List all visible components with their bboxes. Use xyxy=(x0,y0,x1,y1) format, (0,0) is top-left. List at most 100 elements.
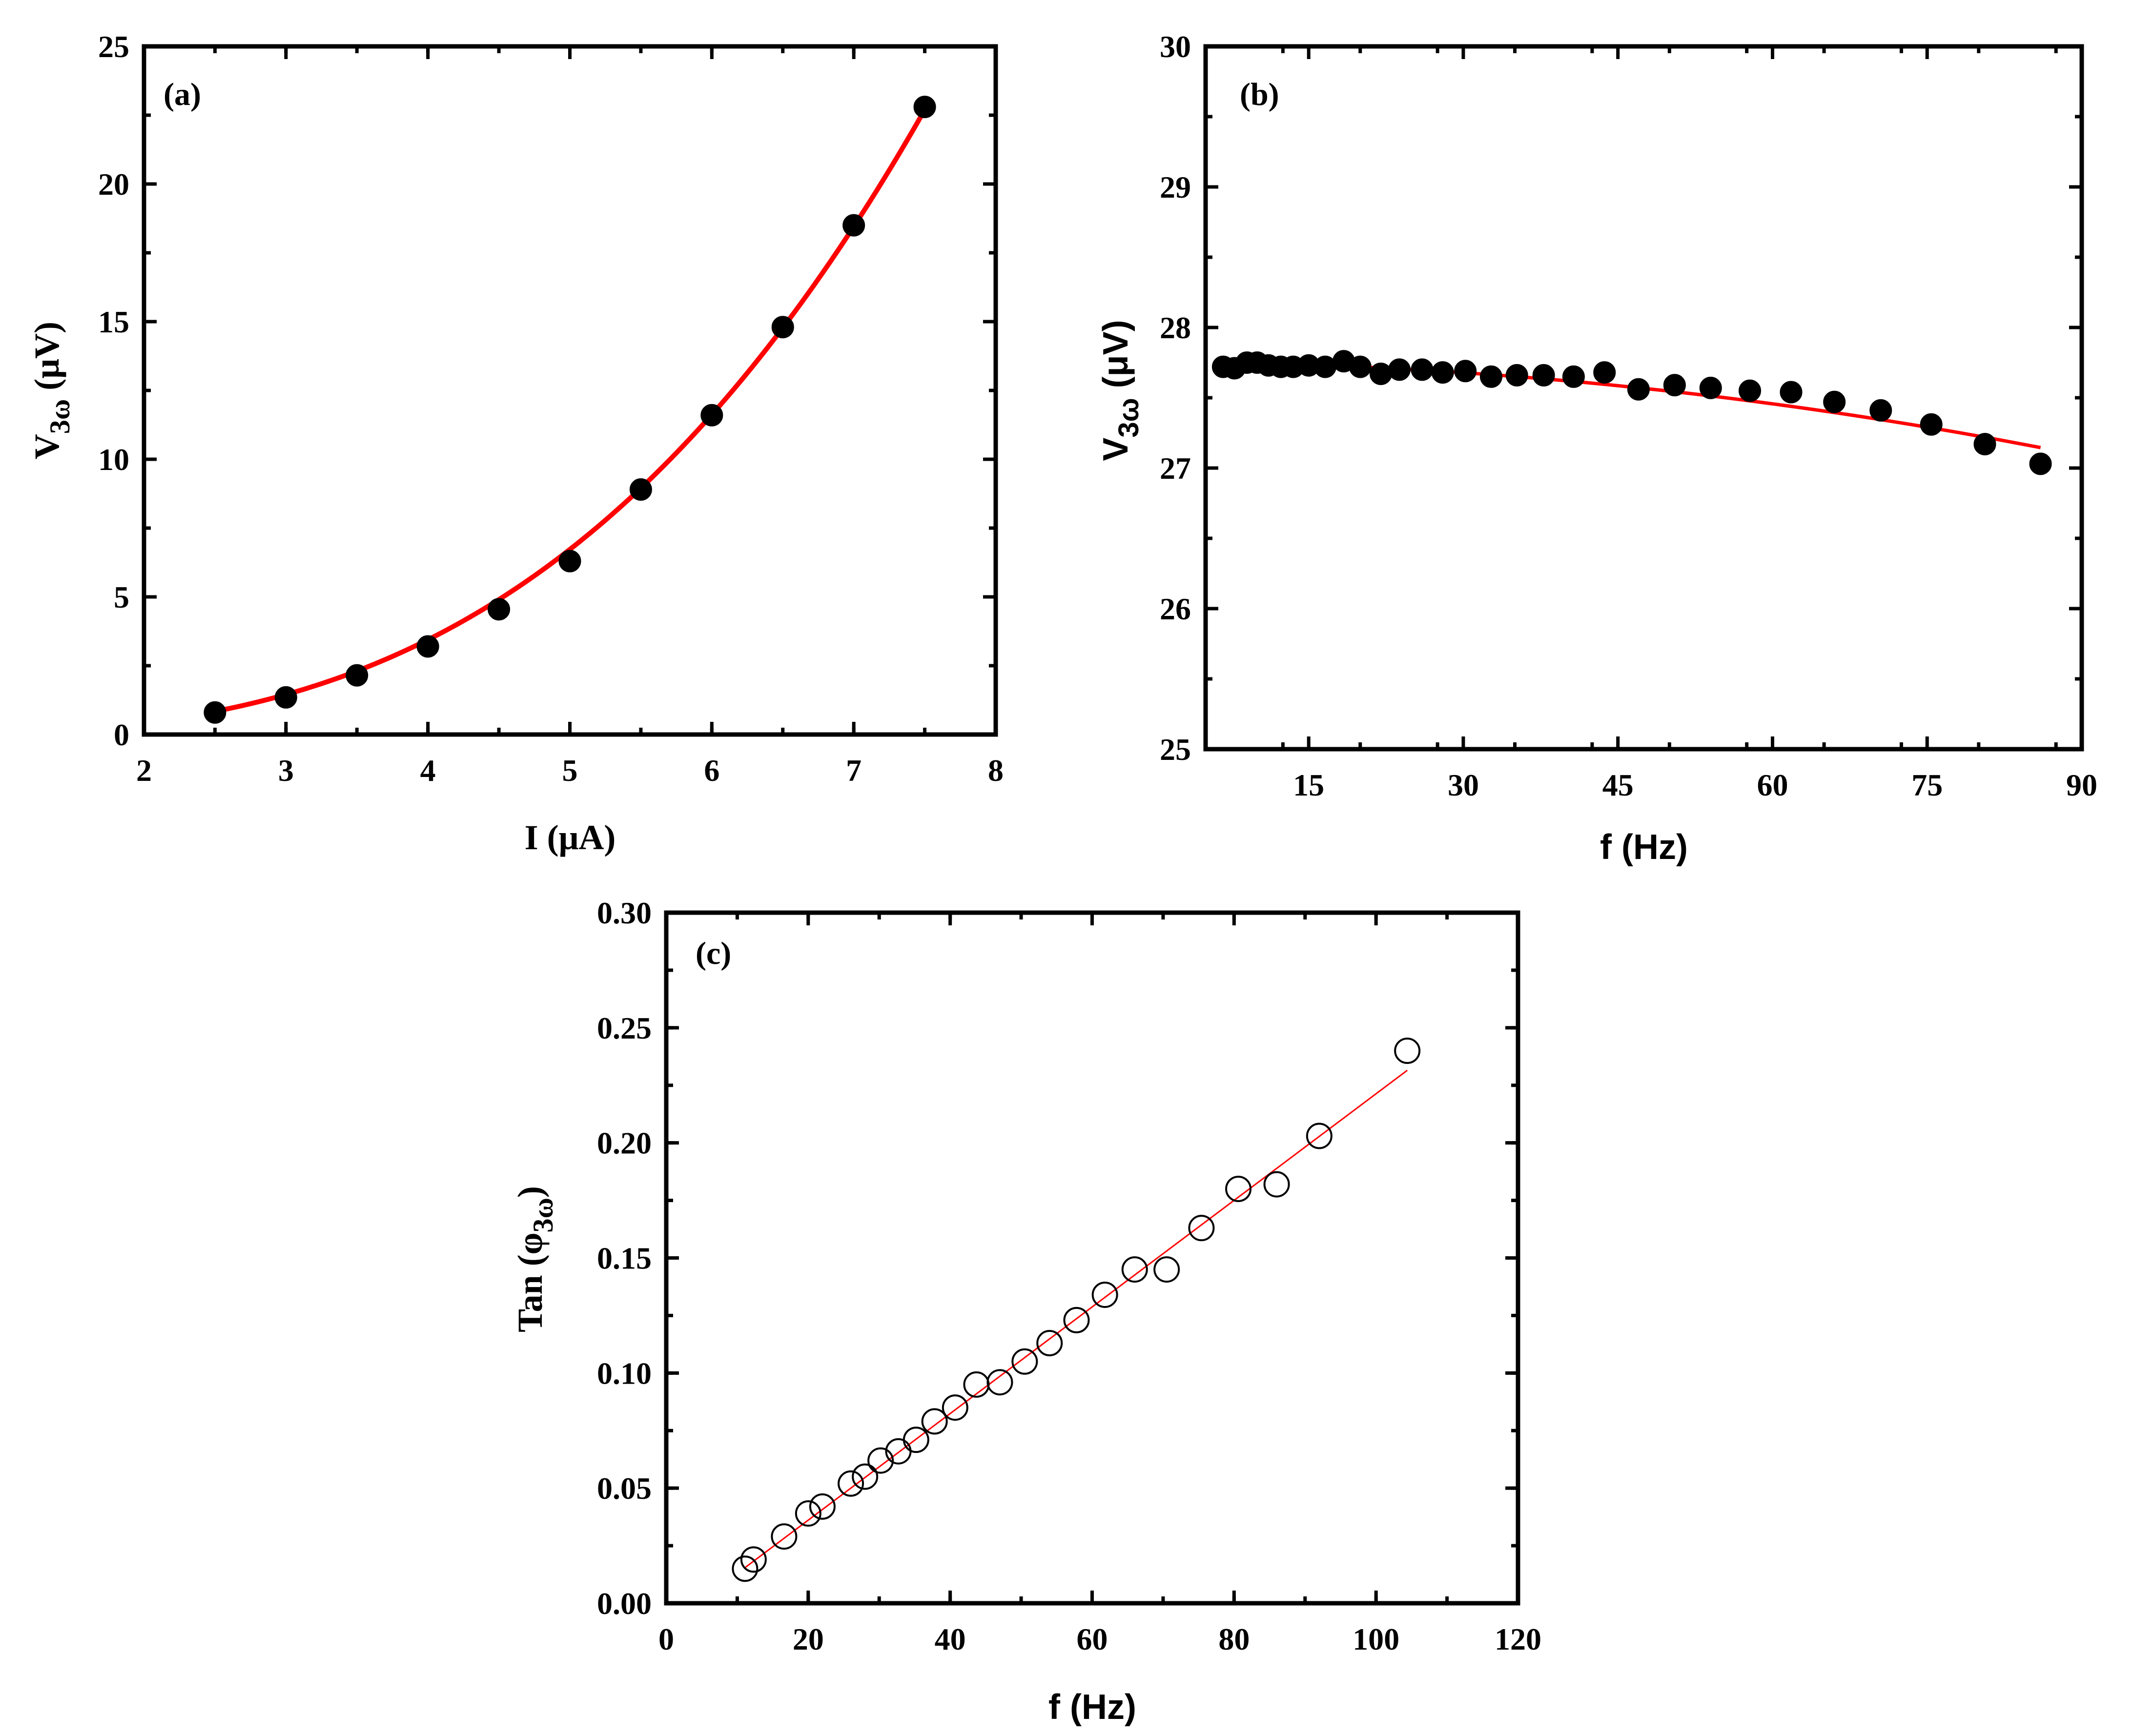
y-tick-label: 10 xyxy=(98,442,129,477)
data-point xyxy=(1739,379,1762,402)
data-point xyxy=(346,664,369,687)
x-tick-label: 15 xyxy=(1293,768,1324,802)
y-tick-label: 20 xyxy=(98,167,129,202)
data-point xyxy=(1593,361,1616,384)
y-tick-label: 0.00 xyxy=(597,1586,652,1621)
data-point xyxy=(1454,360,1477,383)
data-point xyxy=(1394,1038,1421,1064)
data-point xyxy=(809,1493,836,1520)
data-point xyxy=(1532,364,1555,387)
y-tick-label: 29 xyxy=(1160,170,1191,204)
data-point xyxy=(1562,365,1585,388)
data-point xyxy=(1627,378,1650,401)
data-point xyxy=(2029,452,2052,475)
data-point xyxy=(274,686,297,709)
y-tick-label: 0.05 xyxy=(597,1471,652,1506)
data-point xyxy=(1036,1330,1063,1357)
panel-label: (b) xyxy=(1240,77,1279,112)
data-point xyxy=(1188,1215,1215,1242)
data-point xyxy=(986,1369,1013,1396)
data-point xyxy=(1973,433,1996,456)
y-tick-label: 27 xyxy=(1160,451,1191,486)
x-tick-label: 2 xyxy=(136,753,152,788)
fit-line xyxy=(1223,361,2041,449)
data-point xyxy=(838,1470,864,1497)
data-point xyxy=(867,1447,894,1474)
data-point xyxy=(1411,358,1434,381)
y-tick-label: 0.30 xyxy=(597,896,652,930)
y-axis-title-subscript: 3ω xyxy=(1113,398,1145,437)
data-point xyxy=(795,1500,821,1527)
x-tick-label: 45 xyxy=(1602,768,1634,802)
data-point xyxy=(1063,1307,1090,1333)
data-point xyxy=(1388,358,1411,381)
x-tick-label: 7 xyxy=(846,753,861,788)
data-point xyxy=(1091,1281,1118,1308)
x-tick-label: 30 xyxy=(1448,768,1479,802)
x-tick-label: 3 xyxy=(278,753,294,788)
data-point xyxy=(913,96,936,119)
y-tick-label: 0.15 xyxy=(597,1241,652,1276)
data-point xyxy=(1153,1256,1180,1283)
y-axis-title: Tan (φ3ω) xyxy=(511,1186,559,1332)
y-axis-title-unit: (μV) xyxy=(1096,320,1135,398)
x-tick-label: 20 xyxy=(793,1622,824,1656)
data-point xyxy=(558,550,581,572)
y-tick-label: 30 xyxy=(1160,29,1191,64)
y-tick-label: 0.10 xyxy=(597,1356,652,1390)
panel-a: 2 3 4 5 6 7 8 0 5 10 15 20 25 (a) I (μA) V3ω (μV) xyxy=(27,29,1004,857)
data-point xyxy=(1920,413,1943,436)
data-point xyxy=(1225,1176,1252,1202)
x-axis-title: f (Hz) xyxy=(1600,828,1688,867)
y-axis-title: V3ω (μV) xyxy=(27,322,76,459)
y-tick-label: 0 xyxy=(114,717,129,752)
y-axis-title-subscript: 3ω xyxy=(527,1198,559,1232)
x-tick-label: 100 xyxy=(1353,1622,1399,1656)
data-point xyxy=(1349,355,1372,378)
x-axis-title: I (μA) xyxy=(525,818,616,857)
y-axis-title-base: V xyxy=(1096,438,1135,461)
plot-frame xyxy=(142,44,998,737)
data-point xyxy=(1780,381,1803,404)
data-point xyxy=(1823,390,1846,413)
fit-line xyxy=(214,108,927,714)
y-tick-label: 28 xyxy=(1160,310,1191,345)
y-axis-title-unit: ) xyxy=(511,1186,550,1198)
data-point xyxy=(204,701,226,724)
x-tick-label: 80 xyxy=(1218,1622,1250,1656)
data-point xyxy=(416,635,439,658)
x-tick-label: 60 xyxy=(1077,1622,1108,1656)
y-tick-label: 0.20 xyxy=(597,1126,652,1161)
y-axis-title-unit: (μV) xyxy=(27,322,66,399)
data-point xyxy=(700,404,723,427)
data-point xyxy=(852,1463,879,1490)
y-axis-title: V3ω (μV) xyxy=(1096,320,1145,461)
y-axis-title-base: Tan (φ xyxy=(511,1233,550,1332)
data-point xyxy=(842,214,865,237)
panel-b: 15 30 45 60 75 90 25 26 27 28 29 30 (b) f (Hz) V3ω (μV… xyxy=(1096,29,2097,867)
x-tick-label: 90 xyxy=(2066,768,2097,802)
panel-label: (a) xyxy=(164,77,201,112)
x-tick-label: 120 xyxy=(1495,1622,1541,1656)
y-tick-label: 0.25 xyxy=(597,1011,652,1045)
data-point xyxy=(1505,364,1528,387)
data-point xyxy=(1011,1348,1038,1375)
data-point xyxy=(1370,363,1392,386)
x-tick-label: 75 xyxy=(1911,768,1943,802)
x-axis-title: f (Hz) xyxy=(1048,1688,1136,1727)
y-tick-label: 5 xyxy=(114,580,129,614)
data-point xyxy=(1263,1171,1290,1198)
x-tick-label: 4 xyxy=(420,753,436,788)
data-point xyxy=(1121,1256,1148,1283)
data-point xyxy=(488,598,511,621)
data-point xyxy=(771,316,794,339)
data-point xyxy=(942,1394,968,1421)
x-tick-label: 0 xyxy=(658,1622,674,1656)
y-tick-label: 15 xyxy=(98,305,129,339)
y-tick-label: 25 xyxy=(98,29,129,64)
data-point xyxy=(732,1555,759,1582)
data-point xyxy=(1479,365,1502,388)
y-tick-label: 25 xyxy=(1160,732,1191,767)
data-point xyxy=(902,1427,929,1453)
